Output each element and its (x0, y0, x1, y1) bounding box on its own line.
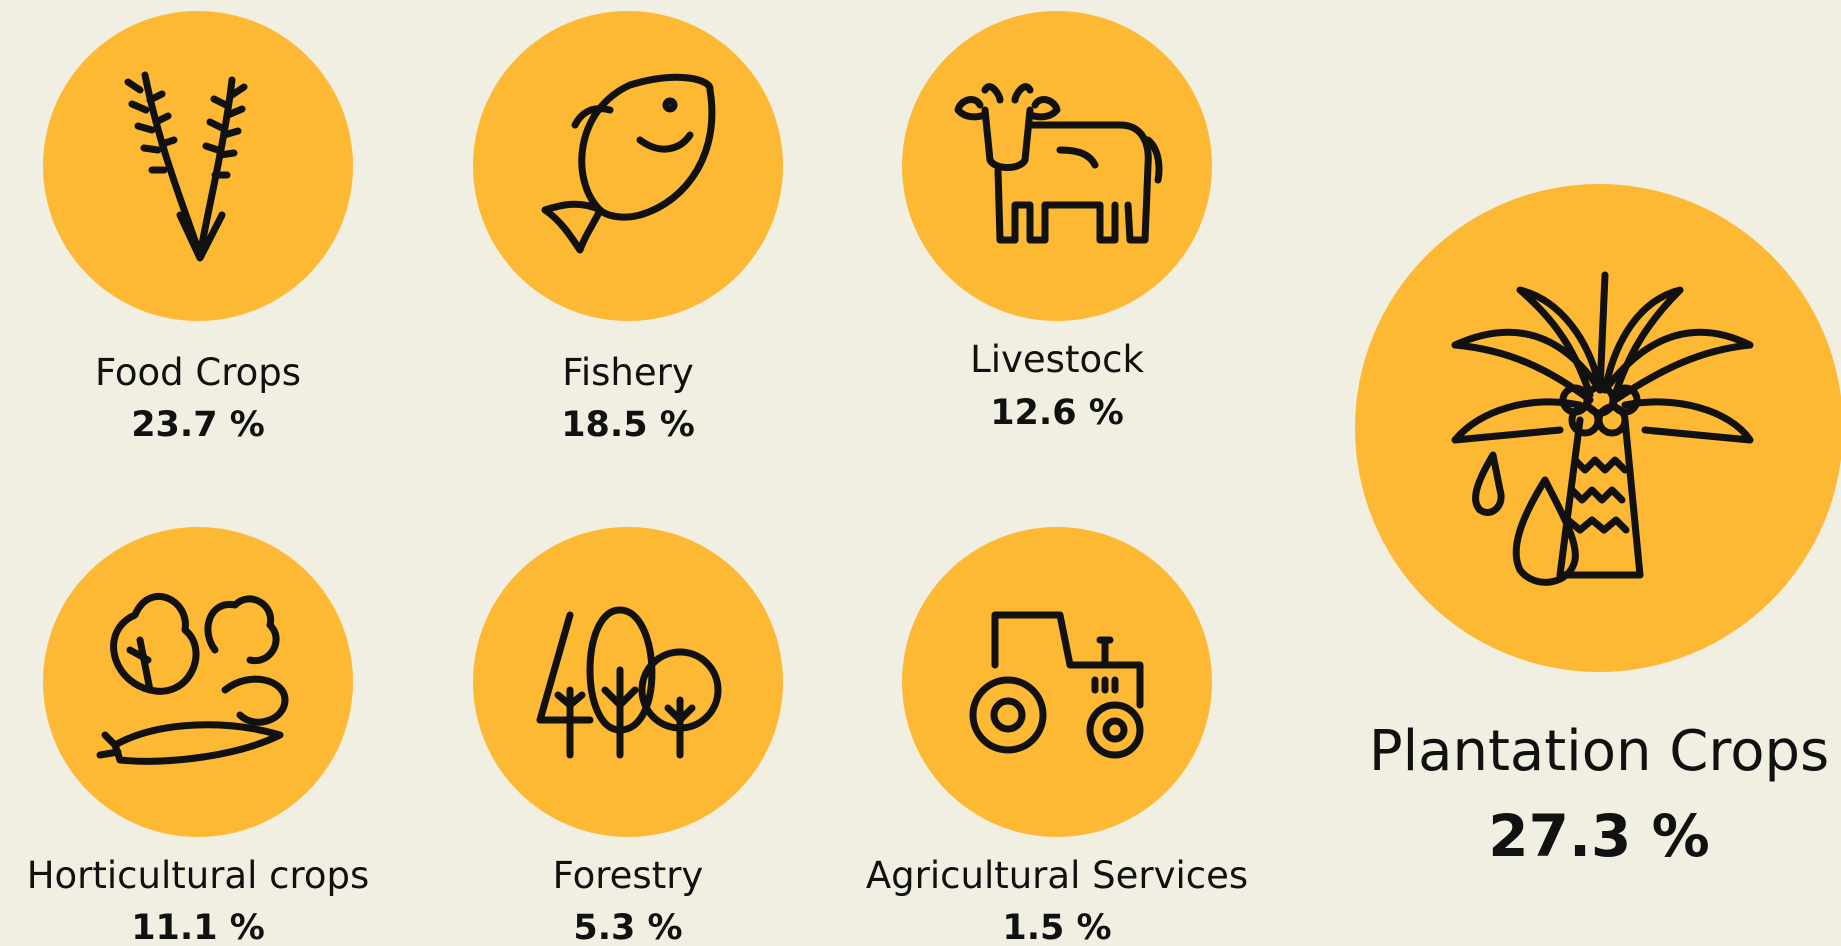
vegetables-icon (96, 592, 289, 765)
icon-circle (473, 11, 783, 321)
fishery-card: Fishery 18.5 % (473, 11, 783, 445)
featured-value: 27.3 % (1488, 802, 1709, 870)
item-label: Horticultural crops (27, 854, 370, 897)
trees-icon (536, 606, 722, 759)
plantation-crops-card: Plantation Crops 27.3 % (1355, 184, 1841, 870)
item-value: 18.5 % (561, 405, 695, 445)
item-label: Fishery (562, 351, 693, 394)
icon-circle (43, 527, 353, 837)
food-crops-card: Food Crops 23.7 % (43, 11, 353, 445)
item-value: 11.1 % (131, 908, 265, 946)
item-value: 5.3 % (573, 908, 682, 946)
featured-label: Plantation Crops (1369, 719, 1829, 784)
item-value: 1.5 % (1002, 908, 1111, 946)
agricultural-services-card: Agricultural Services 1.5 % (866, 527, 1248, 946)
item-value: 12.6 % (990, 393, 1124, 433)
icon-circle (902, 11, 1212, 321)
item-label: Agricultural Services (866, 854, 1248, 897)
icon-circle (902, 527, 1212, 837)
palm-icon (1451, 271, 1754, 586)
item-label: Forestry (553, 854, 704, 897)
forestry-card: Forestry 5.3 % (473, 527, 783, 946)
cow-icon (954, 83, 1163, 244)
item-label: Food Crops (95, 351, 301, 394)
tractor-icon (969, 611, 1144, 759)
livestock-card: Livestock 12.6 % (902, 11, 1212, 433)
item-label: Livestock (970, 338, 1144, 381)
fish-icon (541, 73, 716, 254)
horticultural-card: Horticultural crops 11.1 % (27, 527, 370, 946)
icon-circle (43, 11, 353, 321)
wheat-icon (124, 71, 248, 262)
icon-circle (473, 527, 783, 837)
item-value: 23.7 % (131, 405, 265, 445)
